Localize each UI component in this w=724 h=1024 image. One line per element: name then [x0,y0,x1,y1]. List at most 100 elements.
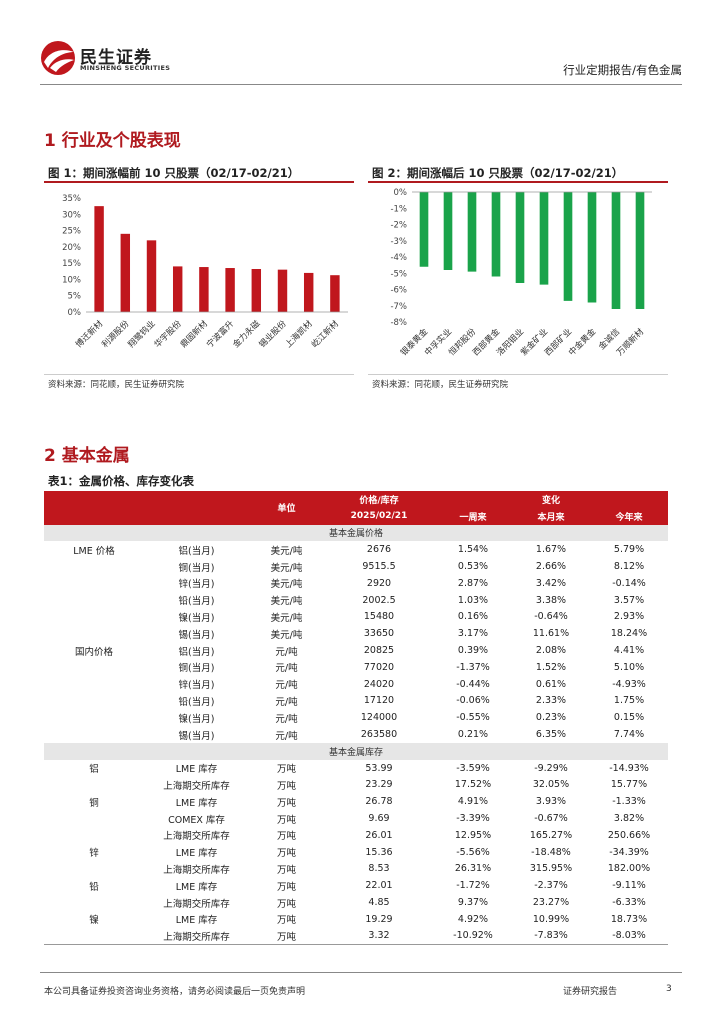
cell-unit: 元/吨 [275,730,298,742]
cell-item: 铝(当月) [178,545,215,557]
cell-group: 铅 [89,881,99,893]
cell-week: -1.72% [456,880,490,892]
cell-value: 15480 [363,611,395,623]
cell-month: -0.64% [534,611,568,623]
bar [539,192,549,285]
table-row: 铝 LME 库存 万吨 53.99 -3.59% -9.29% -14.93% [44,760,668,777]
cell-item: 镍(当月) [178,713,215,725]
cell-year: -4.93% [612,678,646,690]
cell-week: 26.31% [454,863,492,875]
cell-item: 上海期交所库存 [163,864,230,876]
bar [330,275,340,312]
cell-week: 0.53% [457,561,489,573]
cell-year: -9.11% [612,880,646,892]
cell-month: 3.93% [535,796,567,808]
cell-year: 3.57% [613,594,645,606]
cell-item: LME 库存 [175,848,218,860]
cell-month: 23.27% [532,897,570,909]
header-unit: 单位 [249,491,324,525]
cell-value: 26.78 [365,796,393,808]
price-subheader: 基本金属价格 [44,524,669,542]
cell-value: 53.99 [365,762,393,774]
cell-item: LME 库存 [175,915,218,927]
metal-price-stock-table: 单位 价格/库存 变化 2025/02/21 一周来 本月来 今年来 基本金属价… [44,491,669,946]
y-tick-label: 10% [62,275,81,285]
header-group [44,491,144,525]
figure1-title: 图 1：期间涨幅前 10 只股票（02/17-02/21） [48,166,300,180]
table-row: 锌(当月) 美元/吨 2920 2.87% 3.42% -0.14% [44,575,668,592]
cell-month: 3.42% [535,577,567,589]
cell-year: -6.33% [612,897,646,909]
cell-group [44,693,144,710]
cell-unit: 美元/吨 [270,562,303,574]
table-row: 铅 LME 库存 万吨 22.01 -1.72% -2.37% -9.11% [44,877,668,894]
cell-item: 锌(当月) [178,579,215,591]
header-week: 一周来 [434,507,512,525]
bar [635,192,645,309]
cell-value: 2920 [366,577,392,589]
table-row: 锌 LME 库存 万吨 15.36 -5.56% -18.48% -34.39% [44,844,668,861]
cell-value: 8.53 [368,863,390,875]
bar [419,192,429,267]
cell-group [44,861,144,878]
x-tick-label: 利源股份 [100,318,132,350]
cell-item: 铅(当月) [178,596,215,608]
cell-year: 8.12% [613,561,645,573]
header-date: 2025/02/21 [324,507,434,525]
cell-month: 11.61% [532,628,570,640]
header-change: 变化 [434,491,669,508]
table-row: 锌(当月) 元/吨 24020 -0.44% 0.61% -4.93% [44,676,668,693]
x-tick-label: 鼎固新材 [178,318,210,350]
bar [467,192,477,272]
cell-month: -9.29% [534,762,568,774]
cell-item: 上海期交所库存 [144,927,249,946]
cell-week: 4.91% [457,796,489,808]
cell-month: 3.38% [535,594,567,606]
cell-unit: 万吨 [276,780,296,792]
cell-group [44,810,144,827]
y-tick-label: 5% [68,292,82,302]
table-row: 锡(当月) 美元/吨 33650 3.17% 11.61% 18.24% [44,625,668,642]
cell-value: 9515.5 [362,561,396,573]
table-row: 镍(当月) 元/吨 124000 -0.55% 0.23% 0.15% [44,709,668,726]
cell-unit: 万吨 [276,764,296,776]
cell-month: 1.52% [535,661,567,673]
cell-item: 锌(当月) [178,680,215,692]
cell-month: -18.48% [531,846,571,858]
cell-year: 2.93% [613,611,645,623]
cell-value: 19.29 [365,913,393,925]
cell-group [44,709,144,726]
cell-group [44,592,144,609]
cell-item: 镍(当月) [178,612,215,624]
cell-year: 0.15% [613,712,645,724]
bar [120,233,131,312]
cell-unit: 美元/吨 [270,579,303,591]
bar [277,269,288,312]
cell-week: 9.37% [457,897,489,909]
top10-gainers-chart: 0% 5% 10% 15% 20% 25% 30% 35% 博迁新材利源股份翔鹭钨业华宇股份鼎固… [62,194,348,350]
table-row: 上海期交所库存 万吨 26.01 12.95% 165.27% 250.66% [44,827,668,844]
table-header-row: 单位 价格/库存 变化 [44,491,669,525]
cell-month: -0.67% [534,813,568,825]
cell-year: 4.41% [613,645,645,657]
stock-subheader: 基本金属库存 [44,742,669,760]
cell-item: 铝(当月) [178,646,215,658]
cell-value: 24020 [363,678,395,690]
cell-item: COMEX 库存 [168,814,225,826]
x-tick-label: 宁波富升 [204,318,236,350]
table-row: 国内价格 铝(当月) 元/吨 20825 0.39% 2.08% 4.41% [44,642,668,659]
y-tick-label: -7% [390,302,407,312]
table-header-row: 2025/02/21 一周来 本月来 今年来 [44,507,669,525]
bar [146,240,157,312]
cell-value: 263580 [360,729,398,741]
y-tick-label: -6% [390,286,407,296]
cell-week: 17.52% [454,779,492,791]
cell-group [44,726,144,743]
table-row: 上海期交所库存 万吨 23.29 17.52% 32.05% 15.77% [44,777,668,794]
cell-week: 2.87% [457,577,489,589]
cell-group [44,625,144,642]
subheader-label: 基本金属库存 [44,742,669,760]
y-tick-label: -5% [390,269,407,279]
cell-year: 18.24% [610,628,648,640]
table-row: COMEX 库存 万吨 9.69 -3.39% -0.67% 3.82% [44,810,668,827]
